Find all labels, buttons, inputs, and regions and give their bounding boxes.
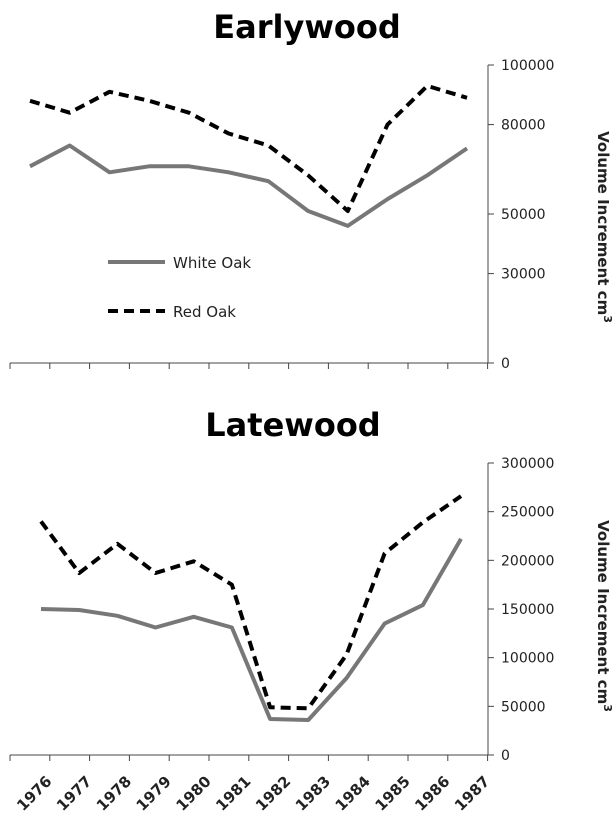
earlywood-title: Earlywood — [213, 8, 401, 46]
latewood-x-tick-label: 1979 — [133, 772, 175, 814]
latewood-y-axis-label: Volume Increment cm3 — [594, 520, 614, 712]
latewood-x-tick-label: 1980 — [172, 772, 214, 814]
latewood-y-tick-label: 250000 — [501, 505, 554, 521]
earlywood-y-tick-label: 0 — [501, 356, 510, 372]
latewood-y-tick-label: 50000 — [501, 699, 546, 715]
latewood-series-red-oak — [39, 494, 463, 711]
earlywood-y-tick-label: 50000 — [501, 207, 546, 223]
latewood-y-tick-label: 150000 — [501, 602, 554, 618]
latewood-y-tick-label: 0 — [501, 748, 510, 764]
latewood-x-tick-label: 1977 — [53, 772, 95, 814]
latewood-x-tick-label: 1976 — [13, 772, 55, 814]
earlywood-y-tick-label: 80000 — [501, 118, 546, 134]
latewood-title: Latewood — [205, 406, 380, 444]
legend-label-white-oak: White Oak — [173, 254, 251, 272]
legend-label-red-oak: Red Oak — [173, 303, 236, 321]
latewood-y-tick-label: 100000 — [501, 651, 554, 667]
earlywood-y-tick-label: 100000 — [501, 58, 554, 74]
earlywood-y-axis-label: Volume Increment cm3 — [594, 131, 614, 323]
latewood-x-tick-label: 1982 — [252, 772, 294, 814]
earlywood-chart: Earlywood 0 30000 50000 80000 100000 Volume … — [9, 8, 614, 372]
latewood-y-tick-label: 200000 — [501, 553, 554, 569]
earlywood-series-white-oak — [29, 143, 469, 228]
earlywood-y-tick-label: 30000 — [501, 267, 546, 283]
latewood-x-tick-label: 1978 — [93, 772, 135, 814]
latewood-x-tick-label: 1986 — [411, 772, 453, 814]
latewood-y-tick-label: 300000 — [501, 456, 554, 472]
latewood-series-white-oak — [40, 537, 463, 722]
latewood-x-tick-label: 1981 — [212, 772, 254, 814]
latewood-x-tick-label: 1984 — [332, 772, 374, 814]
legend: White Oak Red Oak — [108, 254, 251, 321]
latewood-chart: Latewood 0 50000 100000 150000 200000 250000 3… — [9, 406, 614, 815]
latewood-x-tick-label: 1983 — [292, 772, 334, 814]
latewood-x-tick-label: 1985 — [371, 772, 413, 814]
latewood-x-tick-label: 1987 — [451, 772, 493, 814]
